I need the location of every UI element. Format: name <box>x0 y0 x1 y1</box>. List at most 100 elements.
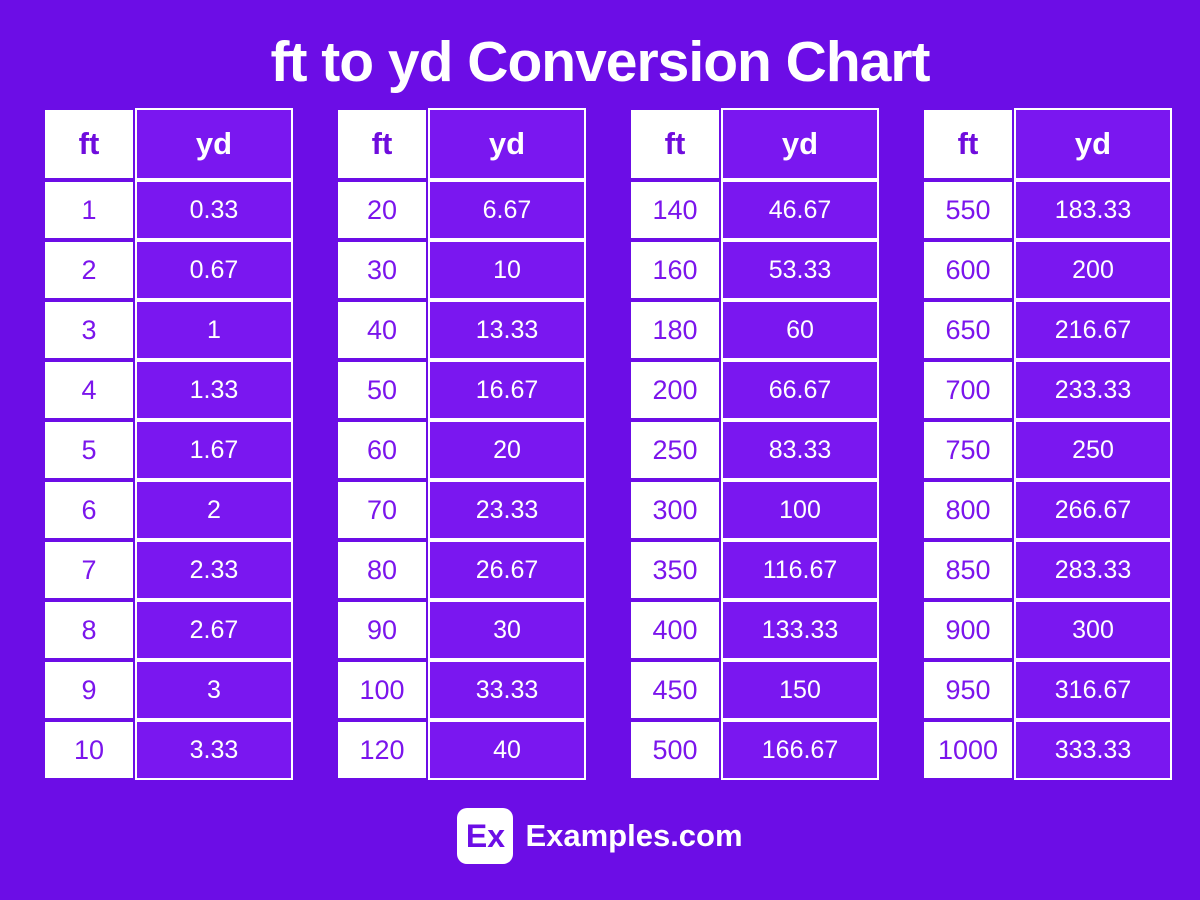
examples-logo-icon: Ex <box>457 808 514 864</box>
ft-value-cell: 4 <box>45 362 133 418</box>
ft-value-cell: 10 <box>45 722 133 778</box>
yd-value-cell: 6.67 <box>428 180 586 240</box>
table-row: 650 216.67 <box>924 300 1172 360</box>
table-header-row: ft yd <box>924 108 1172 180</box>
yd-value-cell: 233.33 <box>1014 360 1172 420</box>
ft-value-cell: 200 <box>631 362 719 418</box>
table-row: 70 23.33 <box>338 480 586 540</box>
table-row: 10 3.33 <box>45 720 293 780</box>
ft-value-cell: 800 <box>924 482 1012 538</box>
yd-value-cell: 3 <box>135 660 293 720</box>
ft-value-cell: 350 <box>631 542 719 598</box>
yd-value-cell: 183.33 <box>1014 180 1172 240</box>
ft-value-cell: 850 <box>924 542 1012 598</box>
ft-value-cell: 120 <box>338 722 426 778</box>
ft-value-cell: 550 <box>924 182 1012 238</box>
yd-value-cell: 16.67 <box>428 360 586 420</box>
yd-value-cell: 33.33 <box>428 660 586 720</box>
yd-value-cell: 116.67 <box>721 540 879 600</box>
ft-value-cell: 40 <box>338 302 426 358</box>
ft-value-cell: 250 <box>631 422 719 478</box>
ft-value-cell: 400 <box>631 602 719 658</box>
yd-value-cell: 0.33 <box>135 180 293 240</box>
page-title: ft to yd Conversion Chart <box>270 30 930 94</box>
table-row: 90 30 <box>338 600 586 660</box>
yd-value-cell: 66.67 <box>721 360 879 420</box>
table-row: 700 233.33 <box>924 360 1172 420</box>
table-row: 550 183.33 <box>924 180 1172 240</box>
table-row: 40 13.33 <box>338 300 586 360</box>
yd-value-cell: 0.67 <box>135 240 293 300</box>
yd-header-cell: yd <box>135 108 293 180</box>
ft-value-cell: 300 <box>631 482 719 538</box>
table-row: 850 283.33 <box>924 540 1172 600</box>
ft-value-cell: 750 <box>924 422 1012 478</box>
yd-value-cell: 216.67 <box>1014 300 1172 360</box>
ft-header-cell: ft <box>631 110 719 178</box>
yd-value-cell: 150 <box>721 660 879 720</box>
ft-header-cell: ft <box>45 110 133 178</box>
logo-text: Ex <box>465 817 505 854</box>
table-row: 2 0.67 <box>45 240 293 300</box>
table-row: 250 83.33 <box>631 420 879 480</box>
table-row: 1000 333.33 <box>924 720 1172 780</box>
yd-header-cell: yd <box>1014 108 1172 180</box>
table-row: 8 2.67 <box>45 600 293 660</box>
yd-value-cell: 2.33 <box>135 540 293 600</box>
table-header-row: ft yd <box>338 108 586 180</box>
yd-value-cell: 20 <box>428 420 586 480</box>
ft-value-cell: 450 <box>631 662 719 718</box>
yd-value-cell: 266.67 <box>1014 480 1172 540</box>
yd-value-cell: 1.67 <box>135 420 293 480</box>
yd-value-cell: 10 <box>428 240 586 300</box>
yd-header-cell: yd <box>721 108 879 180</box>
table-row: 600 200 <box>924 240 1172 300</box>
table-header-row: ft yd <box>45 108 293 180</box>
yd-value-cell: 283.33 <box>1014 540 1172 600</box>
table-row: 100 33.33 <box>338 660 586 720</box>
conversion-table-4: ft yd 550 183.33 600 200 650 216.67 700 233.33 750… <box>924 108 1172 780</box>
yd-value-cell: 3.33 <box>135 720 293 780</box>
yd-value-cell: 250 <box>1014 420 1172 480</box>
table-row: 160 53.33 <box>631 240 879 300</box>
ft-value-cell: 50 <box>338 362 426 418</box>
ft-value-cell: 650 <box>924 302 1012 358</box>
table-row: 1 0.33 <box>45 180 293 240</box>
ft-value-cell: 2 <box>45 242 133 298</box>
yd-value-cell: 30 <box>428 600 586 660</box>
ft-value-cell: 60 <box>338 422 426 478</box>
ft-value-cell: 180 <box>631 302 719 358</box>
ft-value-cell: 5 <box>45 422 133 478</box>
yd-value-cell: 1.33 <box>135 360 293 420</box>
ft-header-cell: ft <box>924 110 1012 178</box>
yd-value-cell: 2 <box>135 480 293 540</box>
yd-value-cell: 23.33 <box>428 480 586 540</box>
table-row: 30 10 <box>338 240 586 300</box>
ft-value-cell: 600 <box>924 242 1012 298</box>
table-row: 400 133.33 <box>631 600 879 660</box>
table-row: 20 6.67 <box>338 180 586 240</box>
conversion-table-1: ft yd 1 0.33 2 0.67 3 1 4 1.33 5 1.67 6 2 7 2.33 8 2.67 9 3… <box>45 108 293 780</box>
yd-value-cell: 316.67 <box>1014 660 1172 720</box>
ft-value-cell: 100 <box>338 662 426 718</box>
ft-value-cell: 6 <box>45 482 133 538</box>
yd-value-cell: 1 <box>135 300 293 360</box>
table-row: 450 150 <box>631 660 879 720</box>
conversion-table-3: ft yd 140 46.67 160 53.33 180 60 200 66.67 250 83.3… <box>631 108 879 780</box>
yd-value-cell: 2.67 <box>135 600 293 660</box>
yd-value-cell: 333.33 <box>1014 720 1172 780</box>
yd-value-cell: 46.67 <box>721 180 879 240</box>
yd-value-cell: 40 <box>428 720 586 780</box>
ft-value-cell: 7 <box>45 542 133 598</box>
yd-value-cell: 166.67 <box>721 720 879 780</box>
table-row: 50 16.67 <box>338 360 586 420</box>
ft-value-cell: 30 <box>338 242 426 298</box>
yd-value-cell: 83.33 <box>721 420 879 480</box>
yd-value-cell: 100 <box>721 480 879 540</box>
tables-container: ft yd 1 0.33 2 0.67 3 1 4 1.33 5 1.67 6 2 7 2.33 8 2.67 9 3… <box>45 108 1172 780</box>
ft-header-cell: ft <box>338 110 426 178</box>
ft-value-cell: 160 <box>631 242 719 298</box>
ft-value-cell: 950 <box>924 662 1012 718</box>
